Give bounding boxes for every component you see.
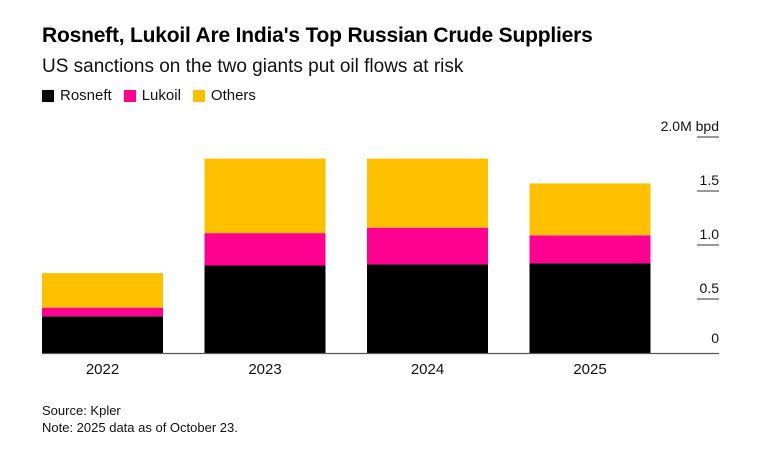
legend-swatch-rosneft bbox=[42, 89, 54, 102]
x-tick-label-2023: 2023 bbox=[248, 361, 281, 378]
footnote: Note: 2025 data as of October 23. bbox=[42, 420, 238, 435]
x-tick-label-2024: 2024 bbox=[411, 361, 444, 378]
legend-swatch-others bbox=[192, 89, 205, 102]
bar-rosneft-2024 bbox=[367, 264, 488, 353]
x-tick-label-2025: 2025 bbox=[573, 361, 606, 378]
y-tick-label-0: 0 bbox=[711, 330, 719, 346]
bar-rosneft-2023 bbox=[204, 265, 326, 353]
bar-others-2022 bbox=[42, 273, 163, 308]
source-note: Source: Kpler bbox=[42, 403, 121, 418]
legend-item-rosneft: Rosneft bbox=[42, 87, 112, 104]
bar-lukoil-2025 bbox=[529, 235, 651, 264]
bar-lukoil-2024 bbox=[367, 227, 488, 265]
legend: Rosneft Lukoil Others bbox=[42, 87, 268, 104]
legend-label-others: Others bbox=[210, 87, 256, 104]
bar-lukoil-2022 bbox=[42, 307, 163, 317]
bar-others-2023 bbox=[204, 158, 326, 234]
legend-label-rosneft: Rosneft bbox=[60, 87, 112, 104]
chart-title: Rosneft, Lukoil Are India's Top Russian … bbox=[42, 24, 593, 47]
y-tick-label-1.5: 1.5 bbox=[700, 172, 720, 188]
legend-swatch-lukoil bbox=[123, 89, 136, 102]
y-tick-label-1: 1.0 bbox=[700, 226, 720, 242]
bar-others-2024 bbox=[367, 158, 488, 228]
legend-item-others: Others bbox=[192, 87, 256, 104]
chart-subtitle: US sanctions on the two giants put oil f… bbox=[42, 56, 464, 77]
bar-rosneft-2022 bbox=[42, 316, 163, 353]
legend-label-lukoil: Lukoil bbox=[141, 87, 181, 104]
x-tick-label-2022: 2022 bbox=[86, 361, 119, 378]
legend-item-lukoil: Lukoil bbox=[123, 87, 181, 104]
y-tick-label-2: 2.0M bpd bbox=[661, 118, 719, 134]
bar-rosneft-2025 bbox=[529, 263, 651, 353]
bar-others-2025 bbox=[529, 183, 651, 236]
bar-lukoil-2023 bbox=[204, 233, 326, 266]
y-tick-label-0.5: 0.5 bbox=[700, 280, 720, 296]
